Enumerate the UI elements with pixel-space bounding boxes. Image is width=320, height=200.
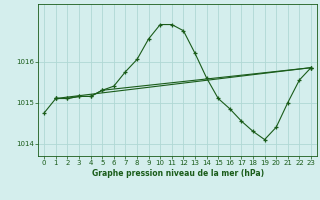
X-axis label: Graphe pression niveau de la mer (hPa): Graphe pression niveau de la mer (hPa)	[92, 169, 264, 178]
